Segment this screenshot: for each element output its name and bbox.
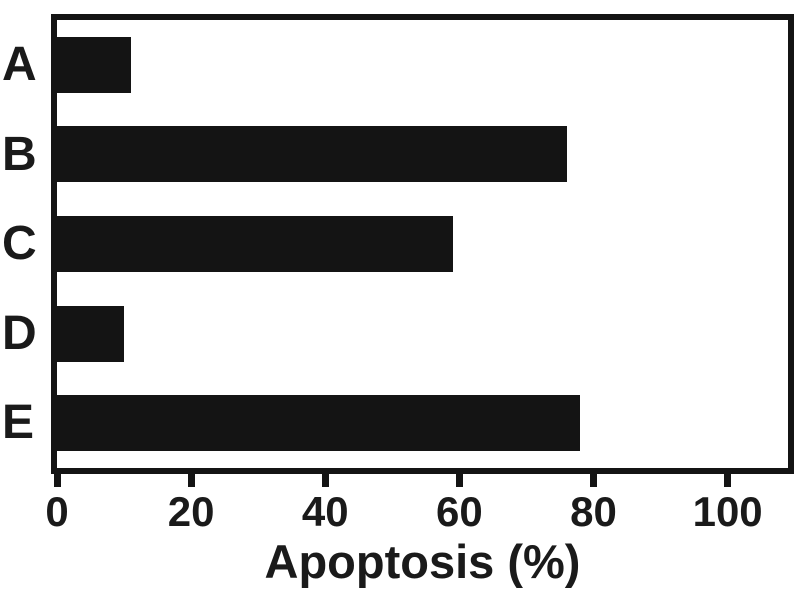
category-label-b: B (2, 127, 37, 181)
x-tick-label: 0 (45, 488, 69, 535)
x-tick-label: 40 (301, 488, 349, 535)
x-tick-mark (321, 474, 329, 487)
x-tick-mark (53, 474, 61, 487)
category-label-d: D (2, 306, 37, 360)
plot-area (51, 14, 794, 474)
bar-c (57, 216, 453, 272)
bar-e (57, 395, 580, 452)
x-tick-label: 60 (436, 488, 483, 535)
x-tick-mark (455, 474, 463, 487)
category-label-c: C (2, 217, 37, 271)
bar-b (57, 126, 567, 183)
x-tick-mark (590, 474, 597, 487)
x-tick-label: 20 (167, 488, 215, 535)
category-label-a: A (2, 38, 37, 91)
x-axis-label: Apoptosis (%) (264, 535, 581, 588)
x-tick-label: 100 (692, 488, 763, 535)
bar-d (57, 305, 124, 362)
category-label-e: E (2, 396, 35, 450)
x-tick-mark (187, 474, 195, 487)
x-tick-mark (724, 474, 732, 487)
x-tick-label: 80 (570, 488, 617, 535)
bar-a (57, 36, 131, 93)
